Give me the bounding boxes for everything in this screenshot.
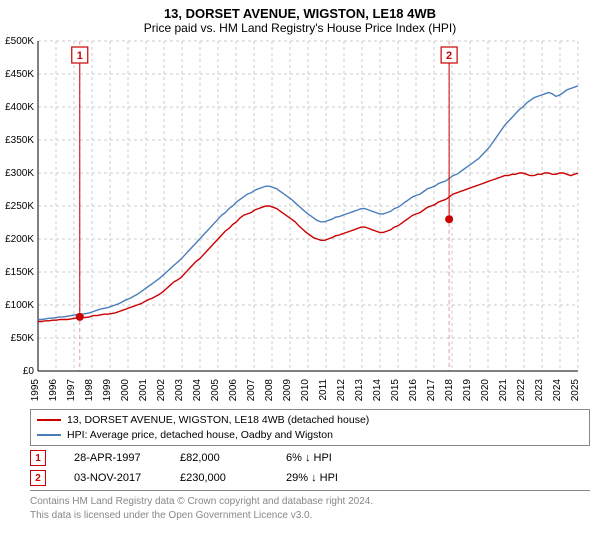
transaction-delta: 29% ↓ HPI — [286, 472, 364, 484]
svg-text:2019: 2019 — [462, 379, 473, 402]
chart-title-sub: Price paid vs. HM Land Registry's House … — [0, 21, 600, 35]
transaction-date: 03-NOV-2017 — [74, 472, 152, 484]
svg-text:£300K: £300K — [5, 168, 34, 179]
legend-item: HPI: Average price, detached house, Oadb… — [37, 428, 583, 443]
svg-text:£50K: £50K — [11, 333, 35, 344]
svg-text:2009: 2009 — [282, 379, 293, 402]
svg-text:1: 1 — [77, 50, 83, 62]
svg-text:£150K: £150K — [5, 267, 34, 278]
svg-text:2011: 2011 — [318, 379, 329, 401]
svg-text:2010: 2010 — [300, 379, 311, 402]
svg-text:£450K: £450K — [5, 69, 34, 80]
svg-text:2007: 2007 — [246, 379, 257, 402]
svg-text:2022: 2022 — [516, 379, 527, 402]
svg-text:2015: 2015 — [390, 379, 401, 402]
legend: 13, DORSET AVENUE, WIGSTON, LE18 4WB (de… — [30, 409, 590, 446]
svg-text:2004: 2004 — [192, 379, 203, 402]
svg-text:2023: 2023 — [534, 379, 545, 402]
transaction-row: 2 03-NOV-2017 £230,000 29% ↓ HPI — [30, 470, 590, 486]
svg-text:2012: 2012 — [336, 379, 347, 402]
svg-text:2021: 2021 — [498, 379, 509, 402]
svg-text:2014: 2014 — [372, 379, 383, 402]
legend-label: 13, DORSET AVENUE, WIGSTON, LE18 4WB (de… — [67, 413, 369, 428]
svg-text:2006: 2006 — [228, 379, 239, 402]
transaction-row: 1 28-APR-1997 £82,000 6% ↓ HPI — [30, 450, 590, 466]
transaction-price: £230,000 — [180, 472, 258, 484]
svg-text:£400K: £400K — [5, 102, 34, 113]
transaction-date: 28-APR-1997 — [74, 452, 152, 464]
svg-text:2017: 2017 — [426, 379, 437, 402]
svg-text:2008: 2008 — [264, 379, 275, 402]
svg-text:2001: 2001 — [138, 379, 149, 402]
legend-label: HPI: Average price, detached house, Oadb… — [67, 428, 333, 443]
svg-text:£0: £0 — [23, 366, 35, 377]
svg-text:1998: 1998 — [84, 379, 95, 402]
price-chart: £0 £50K £100K £150K £200K £250K £300K £350K £400… — [0, 35, 600, 405]
footer: Contains HM Land Registry data © Crown c… — [30, 490, 590, 522]
svg-text:1997: 1997 — [66, 379, 77, 402]
svg-text:2025: 2025 — [570, 379, 581, 402]
svg-text:2018: 2018 — [444, 379, 455, 402]
footer-line1: Contains HM Land Registry data © Crown c… — [30, 495, 590, 509]
transaction-marker: 1 — [30, 450, 46, 466]
transaction-price: £82,000 — [180, 452, 258, 464]
svg-text:2005: 2005 — [210, 379, 221, 402]
svg-text:2013: 2013 — [354, 379, 365, 402]
svg-text:£100K: £100K — [5, 300, 34, 311]
legend-swatch — [37, 434, 61, 436]
transaction-marker: 2 — [30, 470, 46, 486]
svg-text:2: 2 — [446, 50, 452, 62]
svg-text:£250K: £250K — [5, 201, 34, 212]
transactions: 1 28-APR-1997 £82,000 6% ↓ HPI 2 03-NOV-2017 £… — [30, 450, 590, 486]
svg-text:2020: 2020 — [480, 379, 491, 402]
svg-text:1996: 1996 — [48, 379, 59, 402]
svg-text:2000: 2000 — [120, 379, 131, 402]
legend-swatch — [37, 419, 61, 421]
svg-text:2002: 2002 — [156, 379, 167, 402]
svg-text:£500K: £500K — [5, 36, 34, 47]
svg-text:2016: 2016 — [408, 379, 419, 402]
svg-text:1999: 1999 — [102, 379, 113, 402]
legend-item: 13, DORSET AVENUE, WIGSTON, LE18 4WB (de… — [37, 413, 583, 428]
transaction-delta: 6% ↓ HPI — [286, 452, 364, 464]
footer-line2: This data is licensed under the Open Gov… — [30, 509, 590, 523]
svg-text:£200K: £200K — [5, 234, 34, 245]
svg-text:£350K: £350K — [5, 135, 34, 146]
chart-title-address: 13, DORSET AVENUE, WIGSTON, LE18 4WB — [0, 6, 600, 21]
svg-text:1995: 1995 — [30, 379, 41, 402]
svg-text:2003: 2003 — [174, 379, 185, 402]
svg-text:2024: 2024 — [552, 379, 563, 402]
